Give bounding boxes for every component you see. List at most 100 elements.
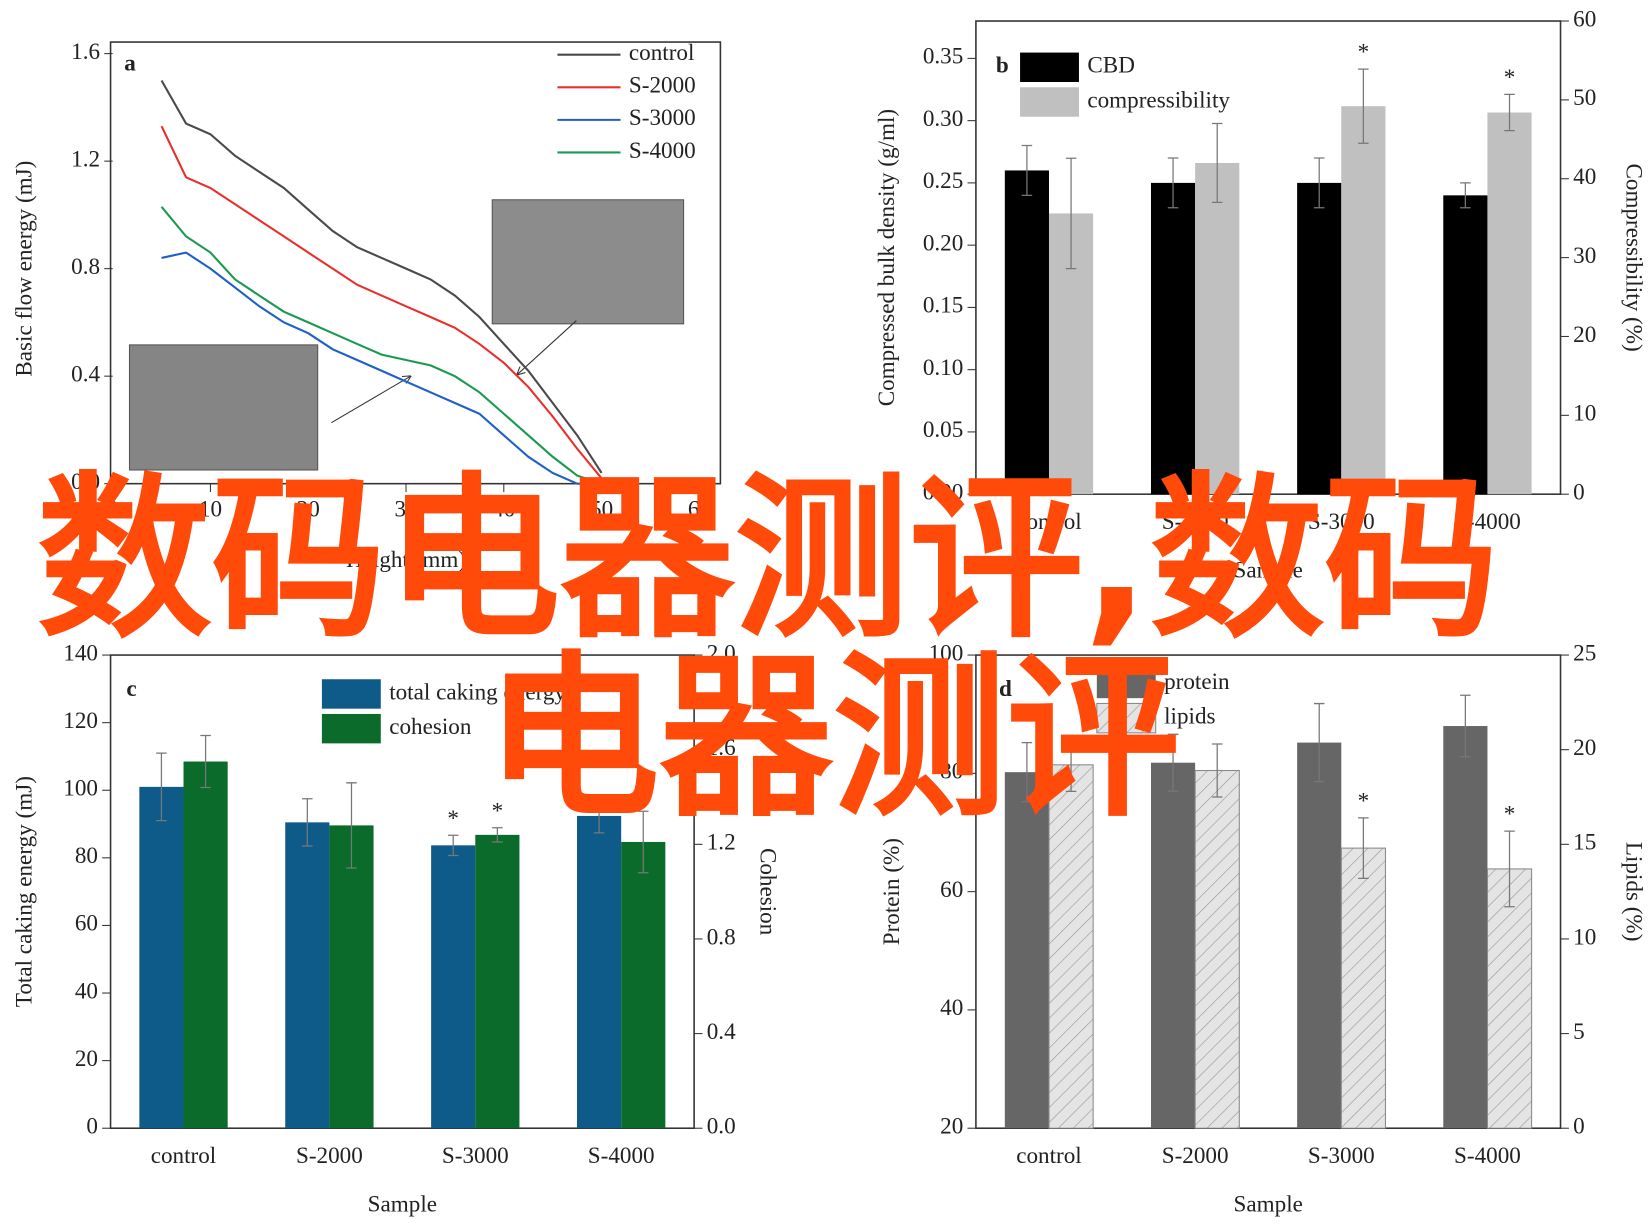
error-bar bbox=[200, 734, 211, 789]
bar bbox=[1004, 170, 1049, 495]
y-tick-label: 80 bbox=[75, 843, 98, 869]
y-tick-label: 100 bbox=[929, 640, 964, 666]
y-tick-label: 0.4 bbox=[71, 361, 100, 387]
watermark: 数码电器测评,数码 bbox=[37, 456, 1499, 662]
y2-tick-label: 15 bbox=[1573, 830, 1596, 856]
error-bar bbox=[1167, 733, 1179, 792]
y2-tick-label: 0.0 bbox=[707, 1114, 736, 1140]
error-bar bbox=[1211, 122, 1223, 204]
legend-label: CBD bbox=[1087, 53, 1135, 79]
y-tick-label: 0.15 bbox=[923, 293, 963, 319]
bar bbox=[1150, 182, 1196, 495]
y-tick-label: 80 bbox=[940, 759, 963, 785]
legend-swatch bbox=[1096, 668, 1156, 699]
plot-frame bbox=[109, 654, 695, 1130]
legend-label: lipids bbox=[1164, 703, 1215, 729]
error-bar bbox=[593, 798, 605, 834]
panel-label: d bbox=[999, 676, 1012, 702]
y-tick-label: 60 bbox=[75, 911, 98, 937]
x-tick-label: 30 bbox=[394, 496, 417, 522]
y-tick-label: 1.2 bbox=[71, 146, 100, 172]
bar bbox=[1487, 112, 1532, 495]
legend-label: control bbox=[629, 40, 695, 66]
legend-swatch bbox=[1020, 52, 1079, 83]
y-tick-label: 0.10 bbox=[923, 355, 963, 381]
bar bbox=[1341, 106, 1386, 495]
x-tick-label: 40 bbox=[492, 496, 515, 522]
error-bar bbox=[447, 834, 459, 857]
y2-tick-label: 50 bbox=[1573, 85, 1596, 111]
x-tick-label: control bbox=[151, 1143, 217, 1169]
bar bbox=[577, 815, 622, 1129]
y2-tick-label: 40 bbox=[1573, 164, 1596, 190]
x-tick-label: S-3000 bbox=[442, 1143, 509, 1169]
significance-mark: * bbox=[492, 798, 504, 824]
data-line bbox=[160, 125, 603, 479]
y-tick-label: 60 bbox=[940, 877, 963, 903]
y2-tick-label: 1.6 bbox=[707, 735, 736, 761]
x-tick-label: 60 bbox=[688, 496, 711, 522]
error-bar bbox=[1167, 157, 1179, 209]
sem-insets bbox=[128, 199, 685, 471]
bar bbox=[1443, 195, 1488, 495]
y2-tick-label: 30 bbox=[1573, 243, 1596, 269]
y2-tick-label: 5 bbox=[1573, 1019, 1585, 1045]
y-tick-label: 20 bbox=[75, 1046, 98, 1072]
error-bar bbox=[1460, 182, 1471, 209]
panel-label: b bbox=[996, 53, 1009, 79]
y-tick-label: 140 bbox=[63, 640, 98, 666]
x-axis-label: Sample bbox=[368, 1191, 437, 1217]
bar bbox=[139, 786, 184, 1129]
bar bbox=[1195, 162, 1240, 495]
y2-tick-label: 10 bbox=[1573, 401, 1596, 427]
legend-swatch bbox=[321, 679, 381, 709]
legend-label: protein bbox=[1164, 669, 1230, 695]
y2-tick-label: 20 bbox=[1573, 322, 1596, 348]
y-tick-label: 40 bbox=[75, 978, 98, 1004]
arrow bbox=[517, 320, 577, 375]
y-tick-label: 0.30 bbox=[923, 106, 963, 132]
legend-swatch bbox=[321, 713, 381, 744]
sem-image bbox=[128, 344, 319, 471]
bar bbox=[1443, 726, 1488, 1129]
x-tick-label: 0 bbox=[107, 496, 119, 522]
x-tick-label: S-4000 bbox=[1454, 509, 1521, 535]
error-bar bbox=[1313, 702, 1325, 783]
y2-tick-label: 0 bbox=[1573, 1114, 1585, 1140]
bar bbox=[621, 841, 666, 1129]
bar bbox=[1004, 772, 1049, 1129]
error-bar bbox=[1504, 830, 1515, 908]
y-axis-label: Compressed bulk density (g/ml) bbox=[874, 109, 900, 406]
legend-label: S-3000 bbox=[629, 105, 696, 131]
legend-swatch bbox=[1096, 702, 1157, 734]
error-bar bbox=[637, 810, 649, 874]
watermark: 电器测评 bbox=[486, 635, 1180, 841]
error-bar bbox=[1504, 93, 1515, 132]
error-bar bbox=[1065, 157, 1077, 270]
bar bbox=[431, 845, 476, 1129]
y-axis-label: Total caking energy (mJ) bbox=[12, 776, 38, 1007]
bar bbox=[1150, 762, 1196, 1129]
x-tick-label: S-4000 bbox=[588, 1143, 655, 1169]
y2-tick-label: 0.4 bbox=[707, 1019, 736, 1045]
y2-axis-label: Lipids (%) bbox=[1621, 842, 1647, 942]
y-tick-label: 40 bbox=[940, 995, 963, 1021]
x-tick-label: S-2000 bbox=[1162, 509, 1229, 535]
error-bar bbox=[1065, 737, 1077, 792]
y-tick-label: 0.35 bbox=[923, 44, 963, 70]
x-tick-label: S-3000 bbox=[1308, 1143, 1375, 1169]
bar bbox=[1297, 742, 1342, 1129]
error-bar bbox=[492, 827, 503, 843]
y-tick-label: 0.0 bbox=[71, 469, 100, 495]
y2-tick-label: 60 bbox=[1573, 6, 1596, 32]
x-tick-label: 50 bbox=[590, 496, 613, 522]
bar bbox=[1297, 182, 1342, 495]
y-tick-label: 0 bbox=[86, 1114, 98, 1140]
error-bar bbox=[1211, 743, 1223, 798]
y-tick-label: 0.00 bbox=[923, 479, 963, 505]
data-line bbox=[160, 206, 602, 485]
y-tick-label: 0.25 bbox=[923, 168, 963, 194]
arrow bbox=[331, 376, 410, 424]
error-bar bbox=[156, 752, 167, 822]
